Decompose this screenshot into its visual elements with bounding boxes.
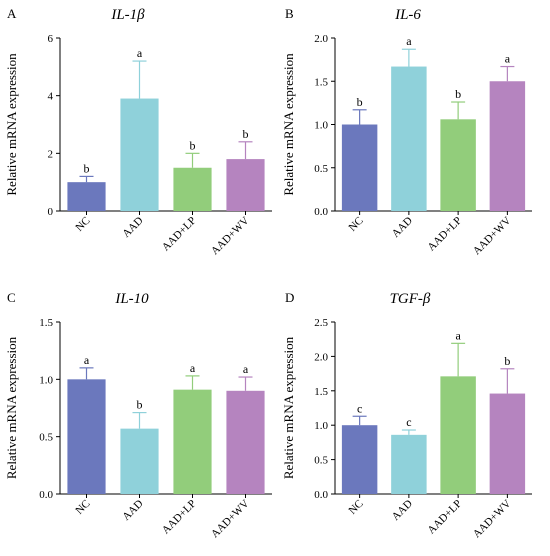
chart-panel-d: D TGF-β Relative mRNA expression 0.0 0.5 1.0 1…	[281, 290, 532, 540]
significance-label: c	[406, 415, 411, 429]
y-tick-label: 1.0	[314, 120, 328, 132]
significance-label: b	[84, 161, 90, 175]
significance-label: a	[406, 34, 412, 48]
y-tick-label: 2.5	[314, 317, 328, 329]
y-axis-label: Relative mRNA expression	[4, 336, 19, 479]
panel-letter: A	[7, 6, 17, 21]
bar-nc	[67, 182, 106, 211]
bar-aad-wv	[489, 81, 526, 211]
panel-letter: B	[285, 6, 294, 21]
x-tick-label: AAD+LP	[425, 498, 464, 537]
x-tick-label: AAD+WV	[209, 498, 252, 541]
x-tick-label: AAD+WV	[209, 215, 252, 258]
x-tick-label: AAD	[390, 215, 415, 240]
y-tick-label: 6	[48, 33, 54, 45]
bar-aad-wv	[226, 390, 265, 494]
significance-label: b	[455, 87, 461, 101]
bar-aad-lp	[440, 376, 476, 494]
panel-letter: D	[285, 290, 294, 305]
significance-label: b	[137, 398, 143, 412]
x-tick-label: NC	[73, 498, 92, 517]
chart-title: TGF-β	[390, 291, 431, 307]
y-tick-label: 1.0	[314, 420, 328, 432]
significance-label: a	[137, 46, 143, 60]
y-tick-label: 1.5	[39, 317, 53, 329]
bar-aad-wv	[489, 393, 526, 494]
y-tick-label: 0.5	[314, 163, 328, 175]
significance-label: b	[190, 138, 196, 152]
x-tick-label: AAD+LP	[160, 498, 199, 537]
chart-panel-a: A IL-1β Relative mRNA expression 0 2 4 6 b NC a AA…	[4, 6, 272, 257]
y-tick-label: 0.0	[39, 489, 53, 501]
chart-title: IL-6	[394, 7, 421, 23]
x-tick-label: NC	[73, 215, 92, 234]
y-axis-label: Relative mRNA expression	[281, 336, 296, 479]
y-tick-label: 0	[48, 206, 54, 218]
x-tick-label: AAD	[120, 215, 145, 240]
y-tick-label: 0.5	[39, 432, 53, 444]
chart-title: IL-10	[114, 291, 149, 307]
significance-label: a	[455, 328, 461, 342]
y-tick-label: 0.0	[314, 206, 328, 218]
bar-aad	[391, 66, 427, 211]
chart-title: IL-1β	[110, 7, 145, 23]
significance-label: a	[84, 353, 90, 367]
bar-aad-wv	[226, 159, 265, 211]
x-tick-label: NC	[346, 215, 365, 234]
bar-nc	[341, 124, 378, 211]
significance-label: a	[190, 361, 196, 375]
significance-label: b	[504, 354, 510, 368]
y-tick-label: 0.0	[314, 489, 328, 501]
chart-panel-b: B IL-6 Relative mRNA expression 0.0 0.5 1.0 1.…	[281, 6, 532, 257]
y-tick-label: 1.5	[314, 76, 328, 88]
y-tick-label: 2.0	[314, 33, 328, 45]
bar-aad-lp	[440, 119, 476, 211]
bar-aad	[391, 434, 427, 494]
bar-aad-lp	[173, 389, 212, 494]
y-tick-label: 1.5	[314, 386, 328, 398]
bar-aad	[120, 428, 159, 494]
bar-nc	[67, 379, 106, 494]
significance-label: b	[243, 127, 249, 141]
x-tick-label: AAD+LP	[425, 215, 464, 254]
significance-label: a	[505, 52, 511, 66]
y-tick-label: 0.5	[314, 455, 328, 467]
x-tick-label: AAD	[120, 498, 145, 523]
y-tick-label: 1.0	[39, 374, 53, 386]
panel-letter: C	[7, 290, 16, 305]
chart-panel-c: C IL-10 Relative mRNA expression 0.0 0.5 1.0 1…	[4, 290, 272, 540]
significance-label: b	[357, 95, 363, 109]
bar-aad	[120, 98, 159, 211]
bar-nc	[341, 425, 378, 494]
y-tick-label: 2.0	[314, 351, 328, 363]
bar-aad-lp	[173, 167, 212, 211]
x-tick-label: AAD+LP	[160, 215, 199, 254]
y-tick-label: 2	[48, 148, 54, 160]
y-axis-label: Relative mRNA expression	[4, 53, 19, 196]
significance-label: a	[243, 362, 249, 376]
y-tick-label: 4	[48, 91, 54, 103]
y-axis-label: Relative mRNA expression	[281, 53, 296, 196]
significance-label: c	[357, 401, 362, 415]
x-tick-label: AAD	[390, 498, 415, 523]
x-tick-label: AAD+WV	[471, 498, 514, 541]
x-tick-label: AAD+WV	[471, 215, 514, 258]
x-tick-label: NC	[346, 498, 365, 517]
